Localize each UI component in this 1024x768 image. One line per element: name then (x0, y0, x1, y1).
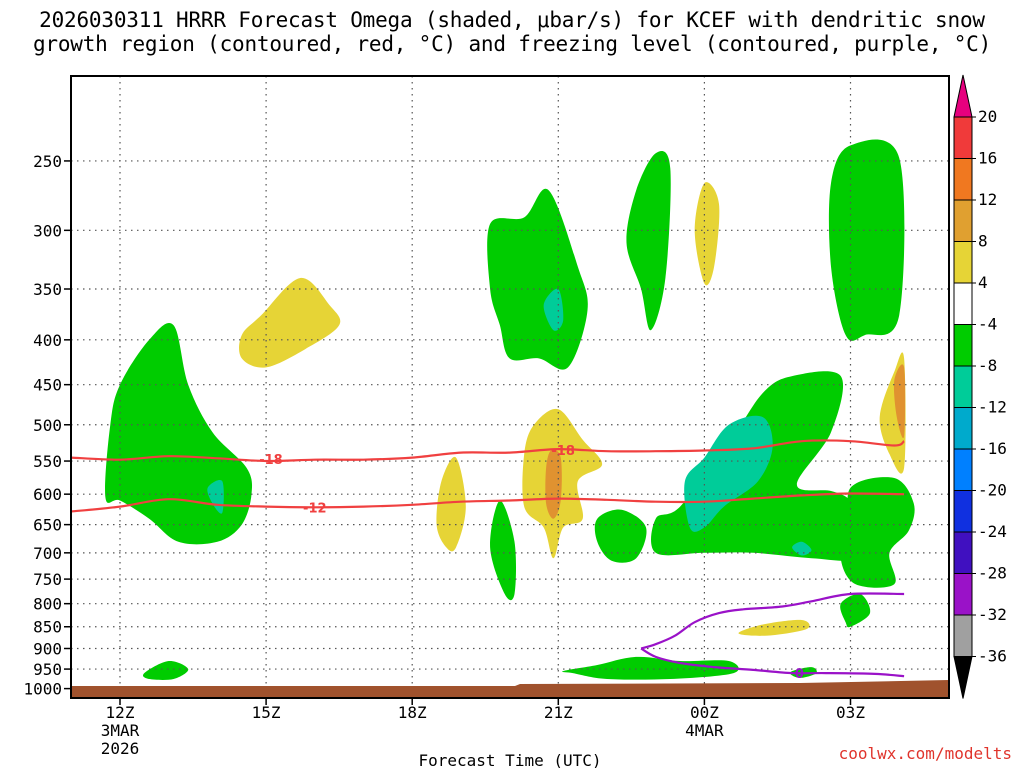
y-tick-label: 350 (33, 280, 62, 299)
omega-region-yellow (239, 277, 341, 368)
omega-region-green (143, 660, 189, 680)
colorbar-bin (953, 448, 973, 491)
colorbar-label: 12 (978, 190, 997, 209)
ground-band (71, 680, 949, 698)
colorbar-label: -8 (978, 356, 997, 375)
omega-region-green (828, 139, 905, 341)
colorbar-bin (953, 573, 973, 616)
colorbar-bin (953, 282, 973, 325)
x-tick-label: 12Z (106, 703, 135, 722)
y-tick-label: 550 (33, 452, 62, 471)
omega-region-yellow (522, 408, 603, 559)
x-tick-label: 15Z (252, 703, 281, 722)
x-tick-date: 4MAR (685, 721, 724, 740)
colorbar-bin (953, 199, 973, 242)
colorbar: 20 16 12 8 4 -4 -8 -12 -16 -20 -24 -28 -32 -36 (953, 74, 1007, 699)
x-tick-label: 18Z (398, 703, 427, 722)
chart-title-line1: 2026030311 HRRR Forecast Omega (shaded, … (39, 8, 985, 32)
contour-dgz-12 (71, 492, 905, 513)
omega-region-green (487, 188, 588, 370)
omega-region-green (561, 656, 739, 680)
y-tick-label: 500 (33, 416, 62, 435)
contour-freezing-level (640, 592, 905, 650)
y-tick-label: 950 (33, 660, 62, 679)
y-tick-label: 600 (33, 485, 62, 504)
y-tick-label: 400 (33, 331, 62, 350)
colorbar-label: 16 (978, 149, 997, 168)
colorbar-bin (953, 241, 973, 284)
y-tick-label: 700 (33, 544, 62, 563)
contour-label: -18 (259, 453, 283, 468)
omega-region-green (490, 500, 517, 601)
y-tick-label: 650 (33, 516, 62, 535)
omega-region-green (840, 477, 915, 588)
x-tick-date: 3MAR (101, 721, 140, 740)
colorbar-label: -20 (978, 481, 1007, 500)
colorbar-label: -4 (978, 315, 997, 334)
colorbar-bin (953, 614, 973, 657)
colorbar-label: -12 (978, 398, 1007, 417)
omega-region-orange (893, 364, 906, 439)
contour-label: 0 (795, 667, 804, 682)
colorbar-label: 8 (978, 232, 988, 251)
colorbar-bin (953, 531, 973, 574)
omega-region-yellow (694, 182, 720, 286)
colorbar-bottom-arrow (953, 656, 973, 699)
colorbar-bin (953, 407, 973, 450)
y-axis: 250 300 350 400 450 500 550 600 650 700 750 800 850 9… (23, 152, 71, 699)
omega-region-yellow (436, 456, 466, 552)
colorbar-label: -32 (978, 605, 1007, 624)
colorbar-bin (953, 324, 973, 367)
colorbar-label: -36 (978, 647, 1007, 666)
y-tick-label: 450 (33, 376, 62, 395)
y-tick-label: 1000 (23, 680, 62, 699)
colorbar-label: -24 (978, 522, 1007, 541)
y-tick-label: 250 (33, 152, 62, 171)
omega-regions (105, 139, 915, 680)
y-tick-label: 750 (33, 570, 62, 589)
omega-region-teal (792, 541, 812, 556)
y-tick-label: 300 (33, 221, 62, 240)
x-tick-year: 2026 (101, 739, 140, 758)
y-tick-label: 900 (33, 639, 62, 658)
chart-title-line2: growth region (contoured, red, °C) and f… (32, 32, 992, 56)
x-tick-label: 03Z (836, 703, 865, 722)
colorbar-bin (953, 365, 973, 408)
ground-surface (71, 680, 949, 698)
chart-title: 2026030311 HRRR Forecast Omega (shaded, … (0, 8, 1024, 56)
colorbar-bin (953, 490, 973, 533)
colorbar-label: 20 (978, 107, 997, 126)
contour-label: -12 (303, 501, 327, 516)
x-tick-label: 21Z (544, 703, 573, 722)
colorbar-bin (953, 158, 973, 201)
grid-lines (71, 76, 949, 698)
omega-region-green (840, 593, 871, 628)
colorbar-bin (953, 116, 973, 159)
colorbar-label: 4 (978, 273, 988, 292)
contour-label: -18 (551, 444, 575, 459)
omega-region-yellow (738, 619, 810, 636)
credit-text: coolwx.com/modelts (838, 744, 1012, 763)
contour-dgz-18 (71, 439, 905, 463)
omega-region-teal (684, 415, 773, 532)
x-axis-label: Forecast Time (UTC) (418, 751, 601, 768)
contour-freezing-level (640, 647, 905, 678)
y-tick-label: 850 (33, 618, 62, 637)
x-tick-label: 00Z (690, 703, 719, 722)
y-tick-label: 800 (33, 595, 62, 614)
omega-region-green (594, 509, 647, 563)
contour-lines: -18 -18 -12 0 (71, 439, 905, 682)
omega-region-green (626, 150, 671, 331)
plot-frame (70, 75, 950, 699)
colorbar-top-arrow (953, 74, 973, 118)
colorbar-label: -16 (978, 439, 1007, 458)
colorbar-label: -28 (978, 564, 1007, 583)
